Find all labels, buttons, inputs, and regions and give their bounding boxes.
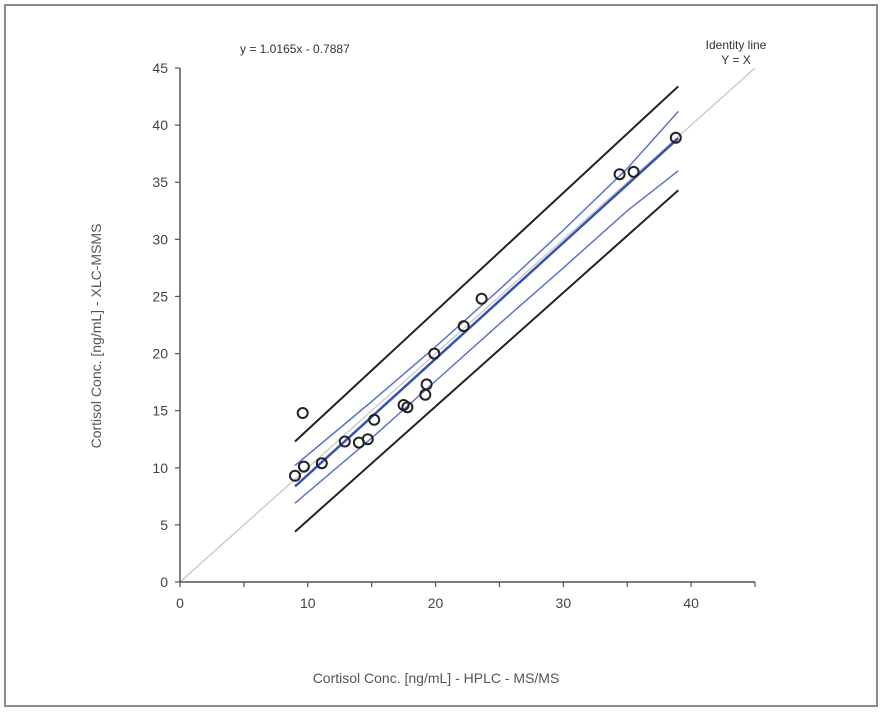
prediction-band-upper [294, 85, 679, 443]
y-tick-label: 0 [160, 574, 168, 590]
x-ticks: 0 10 20 30 40 [176, 582, 756, 611]
y-tick-label: 40 [152, 117, 168, 133]
data-point [289, 469, 301, 482]
data-point [627, 165, 640, 178]
data-point [420, 378, 433, 391]
x-tick-label: 20 [428, 595, 444, 611]
data-point [361, 433, 374, 446]
y-tick-label: 5 [160, 517, 168, 533]
y-tick-label: 10 [152, 460, 168, 476]
y-axis-label: Cortisol Conc. [ng/mL] - XLC-MSMS [88, 224, 104, 449]
regression-equation: y = 1.0165x - 0.7887 [240, 42, 350, 56]
data-point [401, 401, 414, 414]
data-point [315, 457, 328, 470]
identity-line-equation: Y = X [721, 53, 750, 67]
identity-line-label: Identity line [706, 38, 767, 52]
data-point [475, 292, 488, 305]
data-point [338, 435, 351, 448]
points-layer [289, 131, 682, 482]
chart-frame: 0 10 20 30 40 0 5 10 15 20 25 30 35 40 45 y = 1.0165x… [4, 4, 878, 707]
identity-line [179, 67, 756, 583]
y-tick-label: 20 [152, 346, 168, 362]
y-ticks: 0 5 10 15 20 25 30 35 40 45 [152, 60, 180, 590]
y-tick-label: 25 [152, 288, 168, 304]
data-point [669, 131, 682, 144]
data-point [613, 168, 626, 181]
regression-line [294, 137, 680, 488]
x-tick-label: 10 [300, 595, 316, 611]
data-point [296, 407, 309, 419]
scatter-plot: 0 10 20 30 40 0 5 10 15 20 25 30 35 40 45 y = 1.0165x… [88, 38, 767, 686]
data-point [297, 460, 310, 473]
x-tick-label: 0 [176, 595, 184, 611]
y-tick-label: 30 [152, 231, 168, 247]
confidence-band-lower [294, 170, 679, 504]
y-tick-label: 15 [152, 403, 168, 419]
lines-layer [179, 67, 756, 583]
data-point [428, 347, 441, 360]
y-tick-label: 45 [152, 60, 168, 76]
x-tick-label: 30 [556, 595, 572, 611]
axes-layer [179, 68, 755, 583]
data-point [457, 320, 470, 333]
prediction-band-lower [294, 189, 679, 533]
x-tick-label: 40 [683, 595, 699, 611]
confidence-band-upper [294, 110, 679, 467]
x-axis-label: Cortisol Conc. [ng/mL] - HPLC - MS/MS [313, 670, 560, 686]
y-tick-label: 35 [152, 174, 168, 190]
data-point [368, 413, 381, 426]
